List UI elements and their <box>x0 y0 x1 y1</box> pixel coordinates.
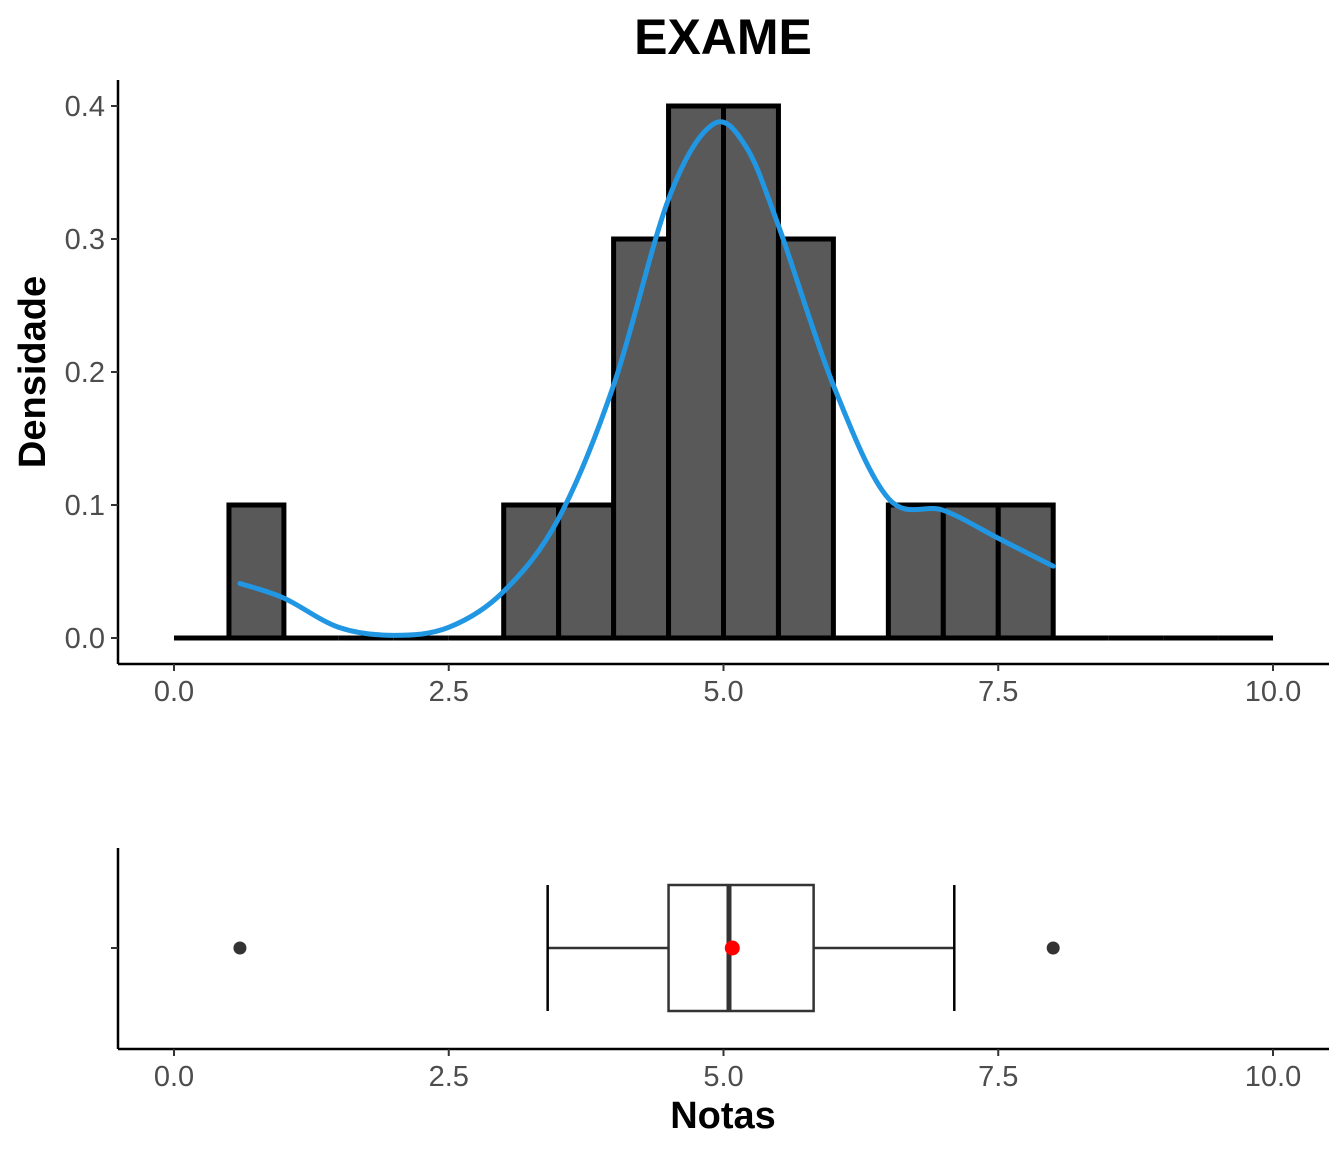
y-tick-label: 0.1 <box>65 490 105 522</box>
histogram-bar <box>556 502 617 641</box>
histogram-bar <box>226 502 287 641</box>
density-curve <box>237 119 1056 638</box>
outlier-point <box>233 941 247 955</box>
x-tick-label: 7.5 <box>978 676 1018 708</box>
histogram-y-ticks: 0.0 0.1 0.2 0.3 0.4 <box>65 91 118 655</box>
histogram-panel: 0.0 0.1 0.2 0.3 0.4 0.0 2.5 5.0 7.5 10.0 Densida… <box>12 80 1329 708</box>
x-tick-label: 2.5 <box>429 676 469 708</box>
boxplot-panel: 0.0 2.5 5.0 7.5 10.0 Notas <box>111 848 1329 1137</box>
y-tick-label: 0.3 <box>65 224 105 256</box>
histogram-bar <box>995 502 1056 641</box>
mean-point <box>724 940 740 956</box>
histogram-bar <box>666 103 726 641</box>
x-tick-label: 0.0 <box>154 676 194 708</box>
x-tick-label: 10.0 <box>1245 1061 1301 1093</box>
histogram-bars <box>174 103 1273 641</box>
histogram-x-ticks: 0.0 2.5 5.0 7.5 10.0 <box>154 664 1301 708</box>
x-tick-label: 5.0 <box>703 1061 743 1093</box>
box-iqr <box>667 883 815 1013</box>
boxplot-x-ticks: 0.0 2.5 5.0 7.5 10.0 <box>154 1049 1301 1093</box>
histogram-bar <box>721 103 781 641</box>
histogram-bar <box>775 236 836 641</box>
y-tick-label: 0.0 <box>65 623 105 655</box>
chart-title: EXAME <box>634 9 812 65</box>
x-tick-label: 0.0 <box>154 1061 194 1093</box>
x-axis-title: Notas <box>670 1095 776 1137</box>
histogram-bar <box>501 502 562 641</box>
x-tick-label: 2.5 <box>429 1061 469 1093</box>
y-tick-label: 0.2 <box>65 357 105 389</box>
x-tick-label: 5.0 <box>703 676 743 708</box>
y-tick-label: 0.4 <box>65 91 105 123</box>
x-tick-label: 7.5 <box>978 1061 1018 1093</box>
boxplot-marks <box>233 883 1060 1013</box>
outlier-point <box>1046 941 1060 955</box>
x-tick-label: 10.0 <box>1245 676 1301 708</box>
y-axis-title: Densidade <box>12 276 54 468</box>
histogram-bar <box>885 502 946 641</box>
